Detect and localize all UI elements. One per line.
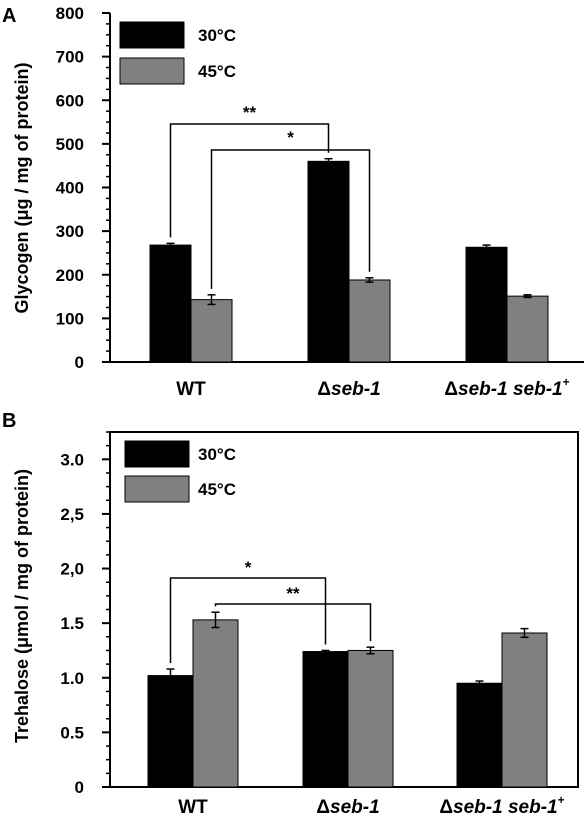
category-label: Δseb-1 seb-1+ xyxy=(439,793,564,818)
y-tick-label: 300 xyxy=(56,222,84,241)
y-tick-label: 200 xyxy=(56,266,84,285)
significance-marker: * xyxy=(245,558,252,577)
chart-panel-b: B 0 0.5 1.0 1.5 2,0 2,5 3.0 Trehalose (μmol / mg… xyxy=(2,410,579,818)
y-tick-label: 0.5 xyxy=(60,723,84,742)
y-tick-label: 800 xyxy=(56,4,84,23)
panel-letter: B xyxy=(2,410,16,432)
legend-label: 45°C xyxy=(198,62,236,81)
y-tick-label: 2,0 xyxy=(60,560,84,579)
y-axis-label: Glycogen (μg / mg of protein) xyxy=(12,62,32,313)
bar xyxy=(456,682,503,788)
bar xyxy=(147,675,194,788)
bar xyxy=(190,299,233,363)
significance-bracket xyxy=(169,123,330,238)
bar xyxy=(348,279,391,363)
legend-swatch xyxy=(119,21,185,49)
y-tick-label: 100 xyxy=(56,309,84,328)
panel-letter: A xyxy=(2,5,16,27)
y-tick-label: 500 xyxy=(56,135,84,154)
legend-label: 30°C xyxy=(198,26,236,45)
significance-bracket xyxy=(210,149,371,289)
significance-bracket xyxy=(169,577,327,664)
significance-marker: * xyxy=(287,128,294,147)
bar xyxy=(501,632,548,788)
bar xyxy=(465,246,508,363)
y-tick-label: 0 xyxy=(75,353,84,372)
y-tick-label: 2,5 xyxy=(60,505,84,524)
bar xyxy=(307,160,350,363)
category-label: WT xyxy=(176,379,206,400)
legend-swatch xyxy=(124,440,190,468)
legend-swatch xyxy=(124,475,190,503)
bar xyxy=(149,244,192,363)
significance-marker: ** xyxy=(286,584,300,603)
significance-marker: ** xyxy=(243,103,257,122)
category-label: WT xyxy=(178,797,208,818)
category-label: Δseb-1 xyxy=(316,797,379,818)
category-label: Δseb-1 seb-1+ xyxy=(444,375,569,400)
y-tick-label: 1.0 xyxy=(60,669,84,688)
category-label: Δseb-1 xyxy=(317,379,380,400)
bar xyxy=(347,649,394,788)
legend-label: 30°C xyxy=(198,445,236,464)
bar xyxy=(506,295,549,363)
y-axis-label: Trehalose (μmol / mg of protein) xyxy=(12,469,32,743)
bar xyxy=(192,619,239,788)
chart-panel-a: A 0 100 200 300 400 500 600 700 800 Glycogen (μg /… xyxy=(2,4,584,400)
y-tick-label: 400 xyxy=(56,179,84,198)
legend-swatch xyxy=(119,57,185,85)
legend-label: 45°C xyxy=(198,480,236,499)
significance-bracket xyxy=(214,603,372,642)
y-tick-label: 1.5 xyxy=(60,614,84,633)
y-tick-label: 0 xyxy=(75,778,84,797)
y-tick-label: 3.0 xyxy=(60,450,84,469)
bar xyxy=(302,651,349,788)
y-tick-label: 700 xyxy=(56,48,84,67)
y-tick-label: 600 xyxy=(56,91,84,110)
